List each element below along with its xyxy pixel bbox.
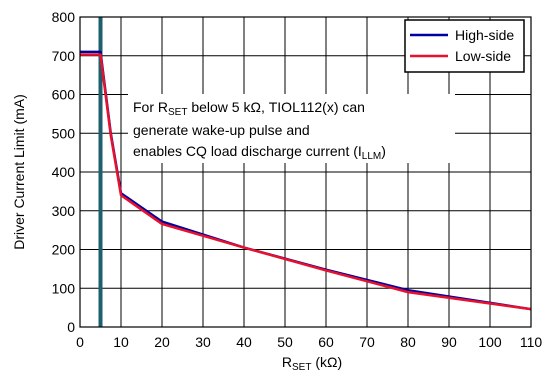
x-axis-label: RSET (kΩ) <box>282 354 342 373</box>
annotation-line-3: enables CQ load discharge current (ILLM) <box>133 143 386 162</box>
legend-label-low-side: Low-side <box>455 48 511 64</box>
y-tick-label: 100 <box>52 280 76 296</box>
series-line-low-side <box>80 53 532 311</box>
y-tick-label: 700 <box>52 48 76 64</box>
y-tick-label: 200 <box>52 242 76 258</box>
y-tick-label: 500 <box>52 125 76 141</box>
plot-frame <box>79 16 532 328</box>
x-tick-label: 110 <box>520 334 543 350</box>
y-axis-label: Driver Current Limit (mA) <box>11 94 27 250</box>
x-tick-label: 20 <box>154 334 170 350</box>
series-lines <box>80 50 532 311</box>
annotation-line-1: For RSET below 5 kΩ, TIOL112(x) can <box>133 99 365 118</box>
y-tick-label: 600 <box>52 87 76 103</box>
x-tick-label: 100 <box>478 334 502 350</box>
x-tick-labels: 0 10 20 30 40 50 60 70 80 90 100 110 <box>76 334 542 350</box>
x-tick-label: 60 <box>318 334 334 350</box>
x-tick-label: 40 <box>236 334 252 350</box>
y-tick-labels: 0 100 200 300 400 500 600 700 800 <box>52 9 76 335</box>
x-tick-label: 90 <box>441 334 457 350</box>
y-tick-label: 0 <box>67 319 75 335</box>
x-tick-label: 30 <box>195 334 211 350</box>
y-tick-label: 400 <box>52 164 76 180</box>
annotation-line-2: generate wake-up pulse and <box>133 122 310 138</box>
x-tick-label: 50 <box>277 334 293 350</box>
x-tick-label: 80 <box>400 334 416 350</box>
y-tick-label: 300 <box>52 203 76 219</box>
x-tick-label: 0 <box>76 334 84 350</box>
x-tick-label: 10 <box>113 334 129 350</box>
legend: High-side Low-side <box>404 19 525 73</box>
series-line-high-side <box>80 50 532 311</box>
legend-label-high-side: High-side <box>455 27 514 43</box>
x-tick-label: 70 <box>359 334 375 350</box>
y-tick-label: 800 <box>52 9 76 25</box>
annotation: For RSET below 5 kΩ, TIOL112(x) can gene… <box>128 94 455 163</box>
